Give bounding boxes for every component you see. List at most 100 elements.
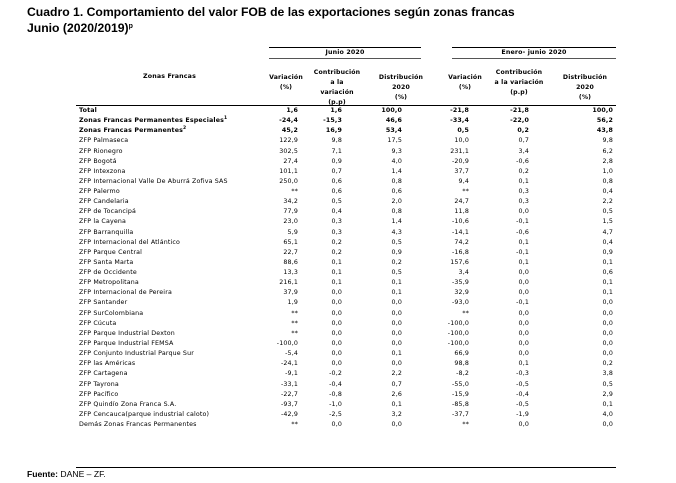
cell-variacion-junio: ** (291, 309, 298, 317)
cell-variacion-enero-junio: 74,2 (454, 238, 469, 246)
cell-variacion-enero-junio: -8,2 (456, 370, 469, 378)
cell-contribucion-junio: 0,2 (331, 238, 342, 246)
header-variacion-2-l2: (%) (458, 84, 472, 91)
cell-distribucion-enero-junio: 3,8 (602, 370, 613, 378)
cell-distribucion-junio: 0,0 (391, 339, 402, 347)
cell-contribucion-enero-junio: -0,1 (516, 218, 529, 226)
table-row: Total 1,6 1,6 100,0 -21,8 -21,8 100,0 (76, 106, 616, 116)
header-group-enero-junio: Enero- junio 2020 (501, 49, 567, 56)
cell-variacion-enero-junio: ** (462, 309, 469, 317)
cell-contribucion-enero-junio: 0,0 (518, 279, 529, 287)
cell-contribucion-enero-junio: -1,9 (516, 410, 529, 418)
zona-name-text: ZFP Quindío Zona Franca S.A. (79, 400, 177, 408)
zona-name: ZFP Cúcuta (79, 319, 116, 329)
table-row: ZFP SurColombiana ** 0,0 0,0 ** 0,0 0,0 (76, 309, 616, 319)
cell-contribucion-enero-junio: 0,0 (518, 289, 529, 297)
cell-distribucion-junio: 0,9 (391, 248, 402, 256)
cell-distribucion-enero-junio: 100,0 (592, 107, 613, 114)
cell-variacion-enero-junio: -14,1 (451, 228, 469, 236)
zona-name: ZFP Parque Industrial Dexton (79, 329, 175, 339)
cell-contribucion-junio: -15,3 (323, 117, 342, 125)
cell-contribucion-enero-junio: -0,6 (516, 228, 529, 236)
cell-contribucion-junio: 0,1 (331, 269, 342, 277)
cell-contribucion-junio: 0,1 (331, 279, 342, 287)
zona-name-text: ZFP Palmaseca (79, 137, 129, 145)
table-row: ZFP Santa Marta 88,6 0,1 0,2 157,6 0,1 0,1 (76, 258, 616, 268)
cell-variacion-enero-junio: -33,4 (450, 117, 469, 125)
header-distribucion-1-l2: 2020 (392, 84, 410, 91)
cell-distribucion-enero-junio: 0,5 (602, 208, 613, 216)
zona-name-text: ZFP SurColombiana (79, 309, 144, 317)
cell-variacion-enero-junio: 98,8 (454, 360, 469, 368)
cell-contribucion-junio: 1,6 (330, 107, 342, 114)
cell-distribucion-junio: 0,0 (391, 421, 402, 429)
cell-contribucion-enero-junio: -0,1 (516, 299, 529, 307)
zona-name-text: ZFP Parque Industrial FEMSA (79, 339, 174, 347)
zona-name: Demás Zonas Francas Permanentes (79, 420, 197, 430)
cell-variacion-enero-junio: 3,4 (458, 269, 469, 277)
cell-distribucion-enero-junio: 0,0 (602, 339, 613, 347)
cell-variacion-junio: 77,9 (283, 208, 298, 216)
table-row: ZFP Internacional de Pereira 37,9 0,0 0,1 32… (76, 288, 616, 298)
cell-contribucion-enero-junio: 0,0 (518, 319, 529, 327)
cell-variacion-enero-junio: -16,8 (451, 248, 469, 256)
cell-variacion-junio: 250,0 (279, 177, 298, 185)
cell-variacion-enero-junio: -15,9 (451, 390, 469, 398)
cell-variacion-junio: 101,1 (279, 167, 298, 175)
cell-distribucion-enero-junio: 0,6 (602, 269, 613, 277)
zona-name-text: ZFP Cúcuta (79, 319, 117, 327)
cell-contribucion-junio: -0,4 (329, 380, 342, 388)
cell-contribucion-junio: 0,0 (331, 299, 342, 307)
cell-contribucion-junio: 0,0 (331, 350, 342, 358)
cell-contribucion-enero-junio: 3,4 (518, 147, 529, 155)
footnote-marker: 2 (183, 126, 187, 132)
cell-distribucion-junio: 0,0 (391, 329, 402, 337)
header-variacion-1-l1: Variación (269, 74, 303, 81)
cell-variacion-enero-junio: -100,0 (447, 339, 469, 347)
cell-variacion-junio: 45,2 (281, 127, 298, 135)
cell-distribucion-enero-junio: 0,0 (602, 329, 613, 337)
table-top-border-1 (269, 47, 421, 48)
table-row: ZFP Candelaria 34,2 0,5 2,0 24,7 0,3 2,2 (76, 197, 616, 207)
cell-contribucion-enero-junio: 0,0 (518, 309, 529, 317)
cell-distribucion-enero-junio: 0,4 (602, 238, 613, 246)
cell-distribucion-enero-junio: 43,8 (596, 127, 613, 135)
cell-variacion-junio: -5,4 (285, 350, 298, 358)
cell-variacion-enero-junio: ** (462, 188, 469, 196)
cell-variacion-enero-junio: -93,0 (451, 299, 469, 307)
zona-name: ZFP Tayrona (79, 380, 119, 390)
cell-variacion-junio: -93,7 (280, 400, 298, 408)
zona-name-text: Zonas Francas Permanentes Especiales (79, 117, 225, 125)
cell-contribucion-junio: 16,9 (325, 127, 342, 135)
cell-contribucion-enero-junio: 0,2 (518, 167, 529, 175)
cell-distribucion-junio: 46,6 (385, 117, 402, 125)
zona-name: ZFP las Américas (79, 359, 135, 369)
cell-contribucion-enero-junio: -21,8 (510, 107, 529, 114)
cell-variacion-enero-junio: 24,7 (454, 198, 469, 206)
cell-variacion-enero-junio: -100,0 (447, 319, 469, 327)
cell-variacion-enero-junio: -20,9 (451, 157, 469, 165)
cell-contribucion-enero-junio: 0,1 (518, 258, 529, 266)
cell-distribucion-enero-junio: 0,1 (602, 279, 613, 287)
cell-variacion-junio: 34,2 (283, 198, 298, 206)
zona-name: Total (79, 106, 97, 116)
table-row: ZFP de Tocancipá 77,9 0,4 0,8 11,8 0,0 0,5 (76, 207, 616, 217)
cell-variacion-enero-junio: 66,9 (454, 350, 469, 358)
cell-contribucion-enero-junio: -0,3 (516, 370, 529, 378)
source-label: Fuente: (27, 469, 59, 479)
cell-contribucion-junio: -0,8 (329, 390, 342, 398)
cell-distribucion-enero-junio: 0,8 (602, 177, 613, 185)
cell-distribucion-junio: 3,2 (391, 410, 402, 418)
cell-contribucion-junio: 0,0 (331, 289, 342, 297)
cell-contribucion-junio: 0,7 (331, 167, 342, 175)
cell-variacion-junio: 302,5 (279, 147, 298, 155)
cell-variacion-junio: -100,0 (276, 339, 298, 347)
cell-distribucion-enero-junio: 0,0 (602, 421, 613, 429)
zona-name: ZFP de Tocancipá (79, 207, 136, 217)
cell-variacion-enero-junio: 37,7 (454, 167, 469, 175)
header-distribucion-1: Distribución 2020 (%) (376, 73, 426, 103)
source-note: Fuente: DANE – ZF. (27, 469, 106, 479)
zona-name-text: ZFP Rionegro (79, 147, 123, 155)
cell-contribucion-enero-junio: -0,6 (516, 157, 529, 165)
zona-name-text: ZFP Conjunto Industrial Parque Sur (79, 350, 194, 358)
